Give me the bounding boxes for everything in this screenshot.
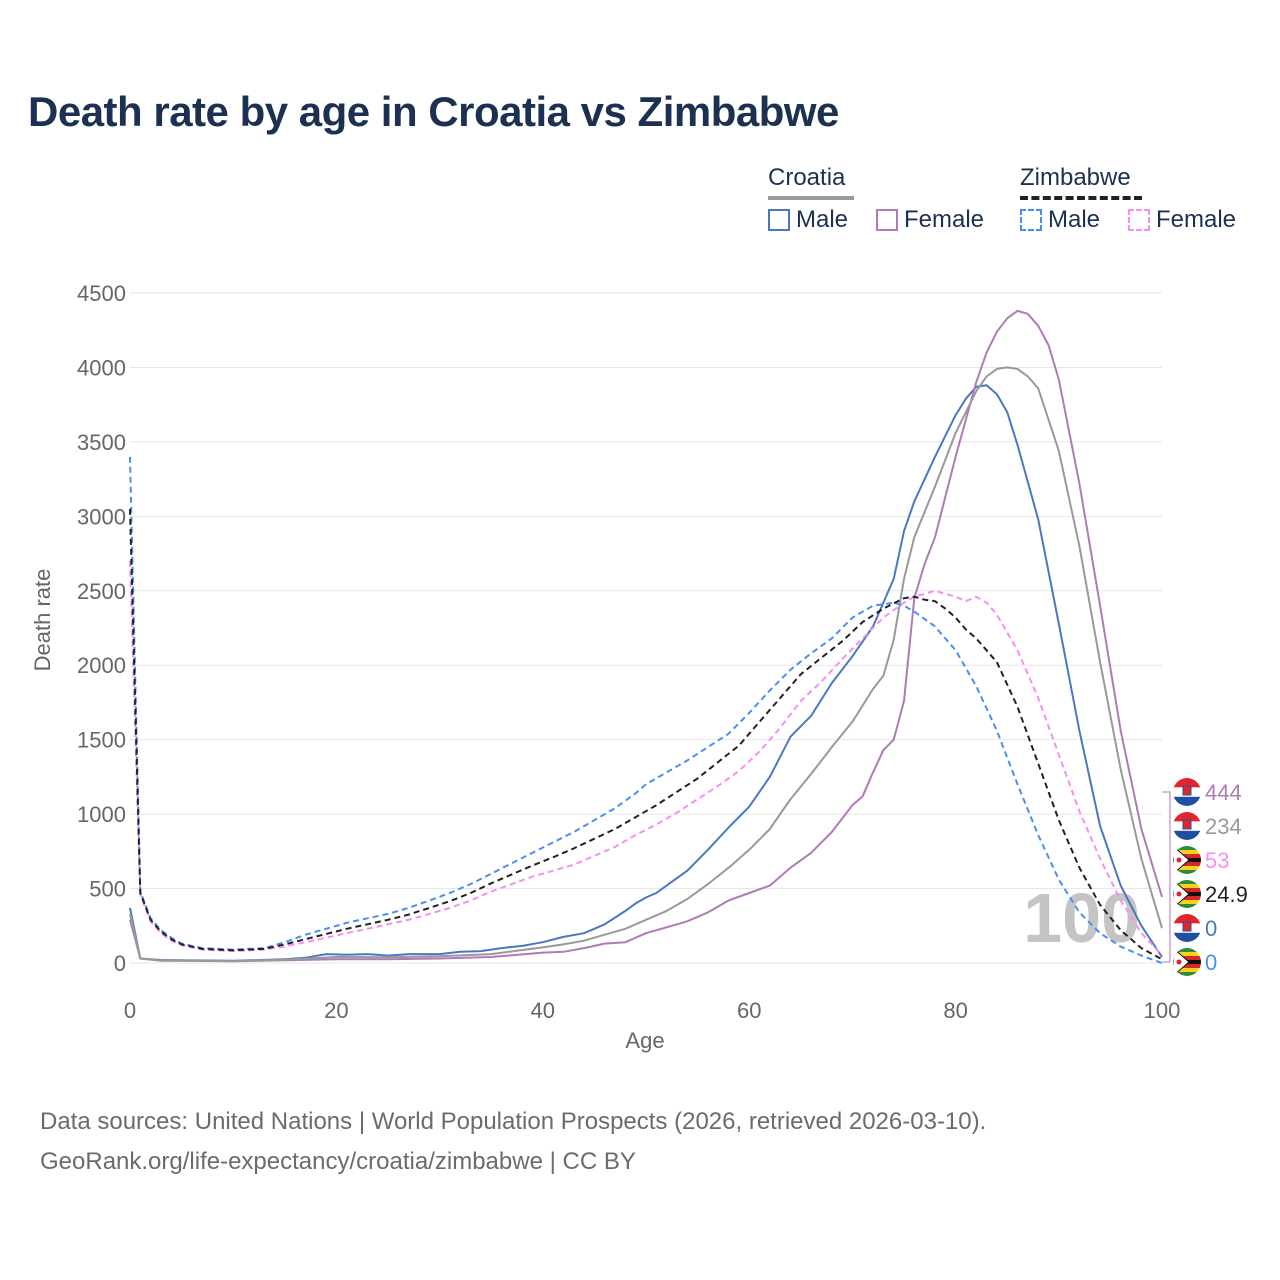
footer-sources: Data sources: United Nations | World Pop… xyxy=(40,1108,987,1135)
watermark-age: 100 xyxy=(1023,879,1140,957)
series-line-zimbabwe-male[interactable] xyxy=(129,456,1163,964)
x-tick-label: 60 xyxy=(737,998,761,1023)
legend-croatia-male[interactable]: Male xyxy=(768,206,848,234)
croatia-flag-icon xyxy=(1173,812,1201,840)
x-axis-ticks: 0 20 40 60 80 100 xyxy=(124,998,1180,1023)
zimbabwe-flag-icon xyxy=(1173,846,1201,874)
end-label-zimbabwe-female: 53 xyxy=(1205,848,1229,873)
zimbabwe-flag-icon xyxy=(1173,948,1201,976)
y-axis-ticks: 0 500 1000 1500 2000 2500 3000 3500 4000 4500 xyxy=(77,281,126,976)
end-label-croatia-total: 234 xyxy=(1205,814,1242,839)
series-line-croatia-male[interactable] xyxy=(129,384,1163,962)
legend-croatia-line xyxy=(768,196,854,200)
legend-zimbabwe-female-label: Female xyxy=(1156,206,1237,233)
legend-swatch-croatia-male xyxy=(768,209,790,231)
end-label-connector xyxy=(1162,791,1171,963)
x-tick-label: 100 xyxy=(1144,998,1181,1023)
y-axis-label: Death rate xyxy=(30,569,55,672)
croatia-flag-icon xyxy=(1173,914,1201,942)
y-tick-label: 4000 xyxy=(77,355,126,380)
legend-croatia-label: Croatia xyxy=(768,164,846,191)
y-tick-label: 2500 xyxy=(77,579,126,604)
legend-zimbabwe-line xyxy=(1020,196,1142,200)
x-tick-label: 40 xyxy=(531,998,555,1023)
x-axis-label: Age xyxy=(625,1028,664,1053)
end-label-zimbabwe-male: 0 xyxy=(1205,950,1217,975)
y-tick-label: 0 xyxy=(114,951,126,976)
legend-croatia-male-label: Male xyxy=(796,206,849,233)
y-tick-label: 3000 xyxy=(77,504,126,529)
series-lines xyxy=(129,309,1163,964)
series-line-zimbabwe-total[interactable] xyxy=(129,508,1163,961)
zimbabwe-flag-icon xyxy=(1173,880,1201,908)
end-label-zimbabwe-total: 24.9 xyxy=(1205,882,1248,907)
x-tick-label: 20 xyxy=(324,998,348,1023)
y-tick-label: 2000 xyxy=(77,653,126,678)
croatia-flag-icon xyxy=(1173,778,1201,806)
legend-swatch-zimbabwe-female xyxy=(1128,209,1150,231)
end-labels: 444 234 53 24.9 0 0 xyxy=(1162,778,1248,976)
y-tick-label: 1500 xyxy=(77,728,126,753)
legend-zimbabwe-male-label: Male xyxy=(1048,206,1101,233)
legend-zimbabwe-female[interactable]: Female xyxy=(1128,206,1236,234)
footer-attribution: GeoRank.org/life-expectancy/croatia/zimb… xyxy=(40,1148,636,1175)
legend-country-zimbabwe[interactable]: Zimbabwe xyxy=(1020,164,1142,200)
legend-croatia-female-label: Female xyxy=(904,206,985,233)
legend-swatch-zimbabwe-male xyxy=(1020,209,1042,231)
y-tick-label: 3500 xyxy=(77,430,126,455)
chart-title: Death rate by age in Croatia vs Zimbabwe xyxy=(28,88,839,135)
y-tick-label: 4500 xyxy=(77,281,126,306)
series-line-zimbabwe-female[interactable] xyxy=(129,560,1163,956)
legend-zimbabwe-label: Zimbabwe xyxy=(1020,164,1131,191)
legend-country-croatia[interactable]: Croatia xyxy=(768,164,854,200)
y-tick-label: 1000 xyxy=(77,802,126,827)
legend-swatch-croatia-female xyxy=(876,209,898,231)
series-line-croatia-female[interactable] xyxy=(129,309,1163,963)
series-line-croatia-total[interactable] xyxy=(129,366,1163,963)
x-tick-label: 0 xyxy=(124,998,136,1023)
x-tick-label: 80 xyxy=(943,998,967,1023)
end-label-croatia-female: 444 xyxy=(1205,780,1242,805)
legend-croatia-female[interactable]: Female xyxy=(876,206,984,234)
end-label-croatia-male: 0 xyxy=(1205,916,1217,941)
y-tick-label: 500 xyxy=(89,877,126,902)
grid-lines xyxy=(130,292,1162,964)
legend-zimbabwe-male[interactable]: Male xyxy=(1020,206,1100,234)
